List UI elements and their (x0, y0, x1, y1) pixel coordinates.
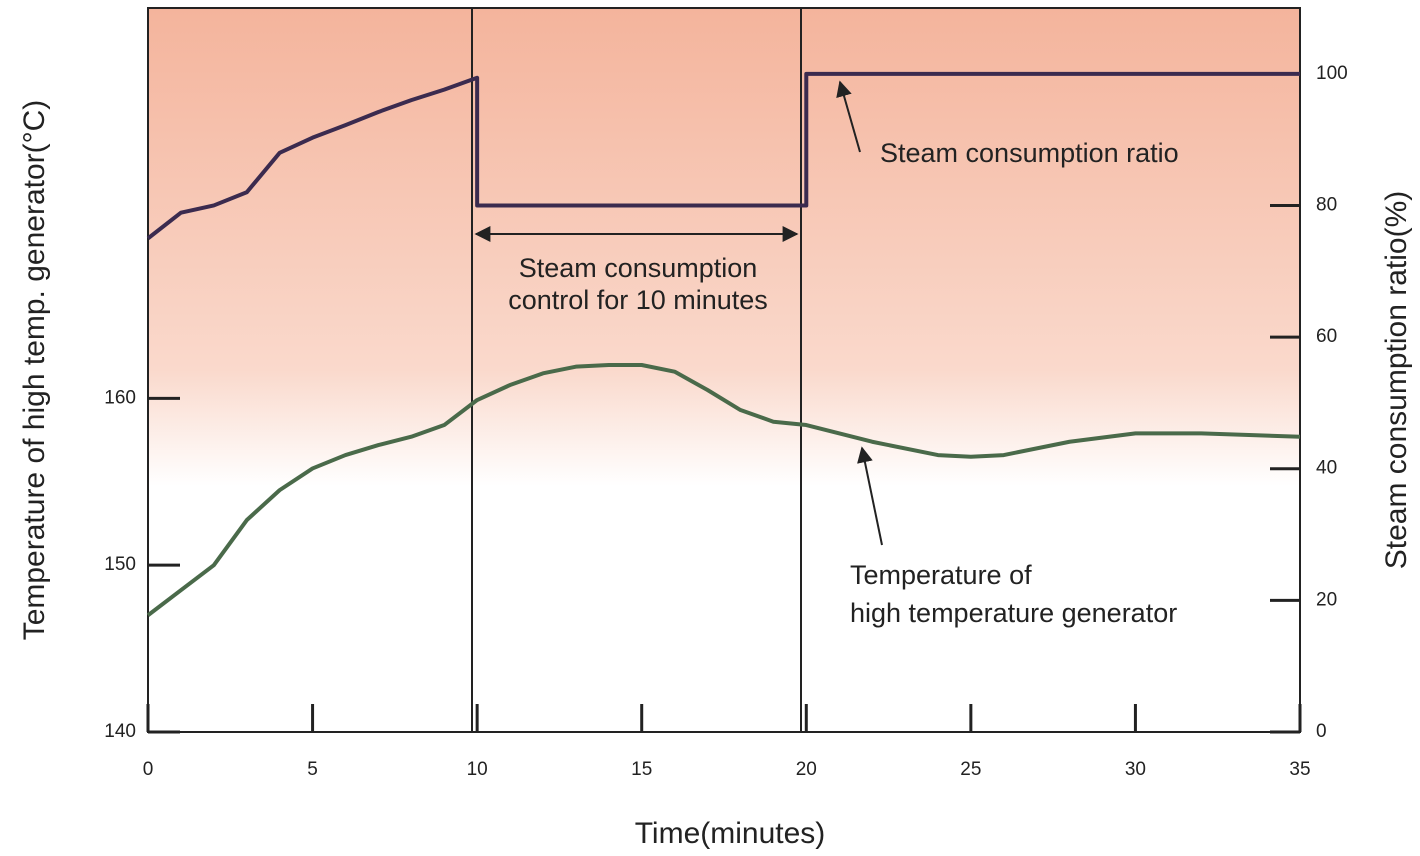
x-tick-label: 25 (960, 759, 981, 780)
y-tick-label: 140 (104, 721, 136, 742)
y2-tick-label: 80 (1316, 194, 1337, 215)
series-line (146, 71, 1300, 240)
y2-tick-label: 20 (1316, 589, 1337, 610)
x-tick-label: 0 (143, 759, 154, 780)
y2-tick-label: 0 (1316, 721, 1327, 742)
y-tick-label: 160 (104, 387, 136, 408)
y-axis-label: Temperature of high temp. generator(°C) (18, 100, 51, 641)
x-tick-label: 35 (1289, 759, 1310, 780)
series-line (146, 362, 1301, 617)
x-axis-label: Time(minutes) (635, 817, 826, 850)
y2-tick-label: 40 (1316, 458, 1337, 479)
y2-tick-label: 100 (1316, 63, 1348, 84)
x-tick-label: 20 (796, 759, 817, 780)
annotation: high temperature generator (850, 598, 1177, 628)
x-tick-label: 15 (631, 759, 652, 780)
y2-axis-label: Steam consumption ratio(%) (1380, 191, 1413, 570)
y-tick-label: 150 (104, 554, 136, 575)
x-tick-label: 5 (307, 759, 318, 780)
annotation: control for 10 minutes (508, 285, 768, 315)
annotation: Steam consumption (519, 253, 758, 283)
arrow (857, 446, 883, 546)
x-tick-label: 10 (467, 759, 488, 780)
annotation: Temperature of (850, 560, 1032, 590)
y2-tick-label: 60 (1316, 326, 1337, 347)
x-tick-label: 30 (1125, 759, 1146, 780)
annotation: Steam consumption ratio (880, 138, 1179, 168)
arrow (836, 80, 861, 153)
